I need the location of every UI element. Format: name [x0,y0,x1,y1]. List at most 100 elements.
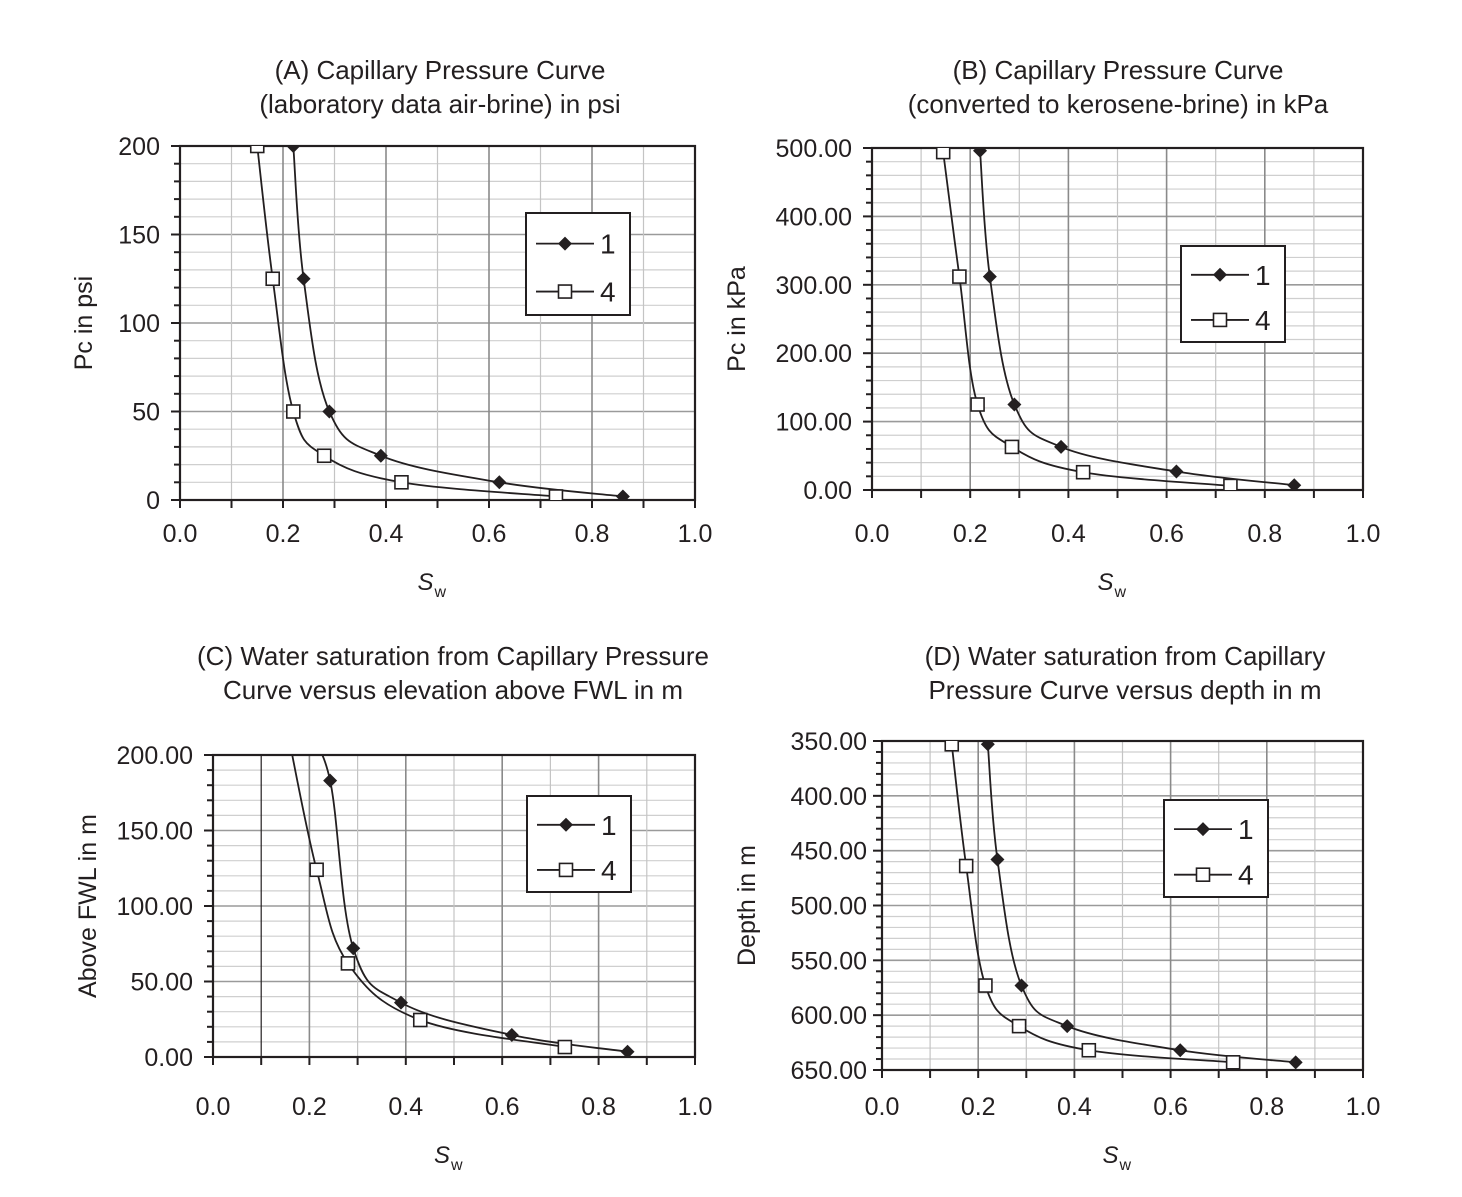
series-4-point [1081,1042,1097,1058]
x-tick-label: 1.0 [1346,1093,1381,1121]
x-tick-label: 0.4 [388,1093,423,1121]
x-axis-label-main: S [434,1142,450,1169]
legend-label: 1 [1238,814,1254,845]
series-4-point [309,862,324,878]
series-4-point [548,489,564,500]
series-4-point [952,269,967,284]
series-1-line [979,150,1295,487]
series-1-point [504,1027,519,1042]
legend-label: 4 [1238,860,1254,891]
y-tick-label: 600.00 [791,1002,867,1030]
series-1-point [492,475,507,490]
x-tick-label: 1.0 [678,520,713,548]
series-group [935,148,1302,490]
chart-title-line: Pressure Curve versus depth in m [928,675,1321,705]
legend-box [1180,245,1286,343]
x-tick-label: 0.6 [472,520,507,548]
series-4-point [958,858,974,874]
chart-title-line: (A) Capillary Pressure Curve [275,55,606,85]
chart-title-line: (D) Water saturation from Capillary [925,641,1326,671]
series-4-point [557,1039,573,1055]
series-4-point [1075,464,1091,480]
chart-title-line: (B) Capillary Pressure Curve [953,55,1284,85]
y-tick-label: 150.00 [117,818,193,846]
x-tick-label: 0.2 [961,1093,996,1121]
series-1-point [990,852,1005,867]
x-tick-label: 0.2 [953,520,988,548]
y-tick-label: 50 [132,399,160,427]
series-group [944,741,1303,1070]
legend-label: 1 [601,810,617,841]
x-tick-label: 0.6 [485,1093,520,1121]
series-1-point [393,995,408,1010]
x-tick-label: 0.0 [163,520,198,548]
series-1-point [1014,978,1029,993]
x-tick-label: 0.8 [1249,1093,1284,1121]
series-1-line [292,146,624,498]
y-tick-label: 100 [118,310,160,338]
x-tick-label: 0.0 [855,520,890,548]
y-tick-label: 100.00 [776,409,852,437]
y-tick-label: 300.00 [776,272,852,300]
legend-box [525,212,631,316]
chart-title-line: Curve versus elevation above FWL in m [223,675,683,705]
series-4-point [1004,439,1020,455]
chart-b: (B) Capillary Pressure Curve (converted t… [723,55,1380,601]
x-tick-label: 0.4 [369,520,404,548]
series-1-point [286,146,301,153]
x-tick-label: 0.0 [196,1093,231,1121]
y-axis-label: Depth in m [733,845,761,966]
plot-frame [870,146,1365,492]
chart-title-line: (laboratory data air-brine) in psi [259,89,620,119]
legend-label: 1 [1255,260,1271,291]
series-1-point [1173,1043,1188,1058]
series-4-point [944,741,960,752]
x-axis-label-main: S [417,569,433,596]
series-1-point [323,773,338,788]
gridlines [863,147,1364,498]
y-tick-label: 200.00 [776,340,852,368]
legend: 14 [525,212,631,316]
series-1-point [322,404,337,419]
series-4-point [935,148,951,160]
x-tick-label: 0.8 [581,1093,616,1121]
series-4-point [1011,1018,1027,1034]
chart-title-line: (converted to kerosene-brine) in kPa [908,89,1329,119]
series-1-point [1054,439,1069,454]
series-1-point [373,448,388,463]
x-tick-label: 0.4 [1057,1093,1092,1121]
series-1-point [982,269,997,284]
x-tick-label: 0.2 [266,520,301,548]
x-axis-label-main: S [1102,1142,1118,1169]
y-tick-label: 450.00 [791,838,867,866]
series-1-point [620,1044,635,1057]
y-tick-label: 100.00 [117,893,193,921]
x-axis-label-subscript: w [450,1157,463,1174]
legend-label: 4 [601,855,617,886]
plot-frame [880,739,1365,1072]
y-axis-label: Pc in kPa [723,266,751,372]
y-tick-label: 0.00 [144,1044,193,1072]
y-tick-label: 50.00 [130,969,193,997]
series-1-point [973,148,988,158]
series-4-point [265,271,281,287]
y-tick-label: 500.00 [776,135,852,163]
legend: 14 [1163,799,1269,898]
legend: 14 [526,795,632,893]
x-tick-label: 0.6 [1153,1093,1188,1121]
series-1-point [615,489,630,500]
series-4-point [340,956,356,971]
series-4-point [970,397,985,412]
series-4-point [394,474,409,490]
x-tick-label: 0.8 [1247,520,1282,548]
series-4-point [249,146,265,154]
series-1-point [980,741,995,752]
x-tick-label: 0.2 [292,1093,327,1121]
x-tick-label: 0.4 [1051,520,1086,548]
series-1-point [1169,464,1184,479]
chart-a: (A) Capillary Pressure Curve (laboratory … [70,55,712,601]
legend-marker-4 [1212,312,1228,328]
legend-marker-4 [558,862,574,878]
